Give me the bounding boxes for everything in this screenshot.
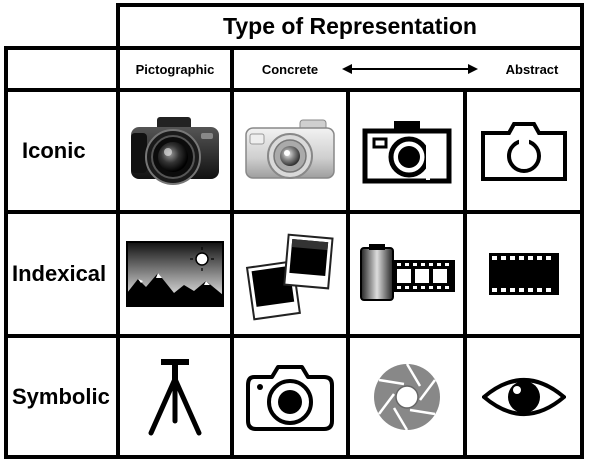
column-header-abstract: Abstract: [505, 61, 559, 77]
row-label-indexical: Indexical: [12, 261, 107, 286]
grid-left-border: [4, 46, 8, 459]
double-arrow-icon: [340, 50, 480, 88]
grid-top-border: [118, 3, 584, 7]
grid-right-border: [580, 3, 584, 459]
tripod-icon: [120, 338, 230, 455]
column-header-concrete: Concrete: [261, 61, 319, 77]
row-label-symbolic: Symbolic: [12, 383, 110, 409]
camera-outline-icon: [350, 92, 463, 210]
row-label-iconic: Iconic: [22, 138, 86, 163]
grid-bottom-border: [4, 455, 584, 459]
grid-line-v3: [346, 90, 350, 459]
grid-line-v4: [463, 90, 467, 459]
table-title: Type of Representation: [223, 13, 477, 39]
landscape-photo-icon: [120, 214, 230, 334]
grid-line-v2: [230, 46, 234, 459]
column-header-pictographic: Pictographic: [135, 61, 215, 77]
grid-line-h1: [4, 46, 584, 50]
dslr-camera-photo-icon: [120, 92, 230, 210]
grid-left-border-top: [116, 3, 120, 49]
film-roll-icon: [350, 214, 463, 334]
grid-line-v1: [116, 46, 120, 459]
film-strip-icon: [467, 214, 580, 334]
eye-icon: [467, 338, 580, 455]
polaroid-photos-icon: [234, 214, 346, 334]
grid-line-h4: [4, 334, 584, 338]
aperture-icon: [350, 338, 463, 455]
grid-line-h3: [4, 210, 584, 214]
camera-minimal-outline-icon: [467, 92, 580, 210]
compact-camera-photo-icon: [234, 92, 346, 210]
grid-line-h2: [4, 88, 584, 92]
camera-sketch-icon: [234, 338, 346, 455]
